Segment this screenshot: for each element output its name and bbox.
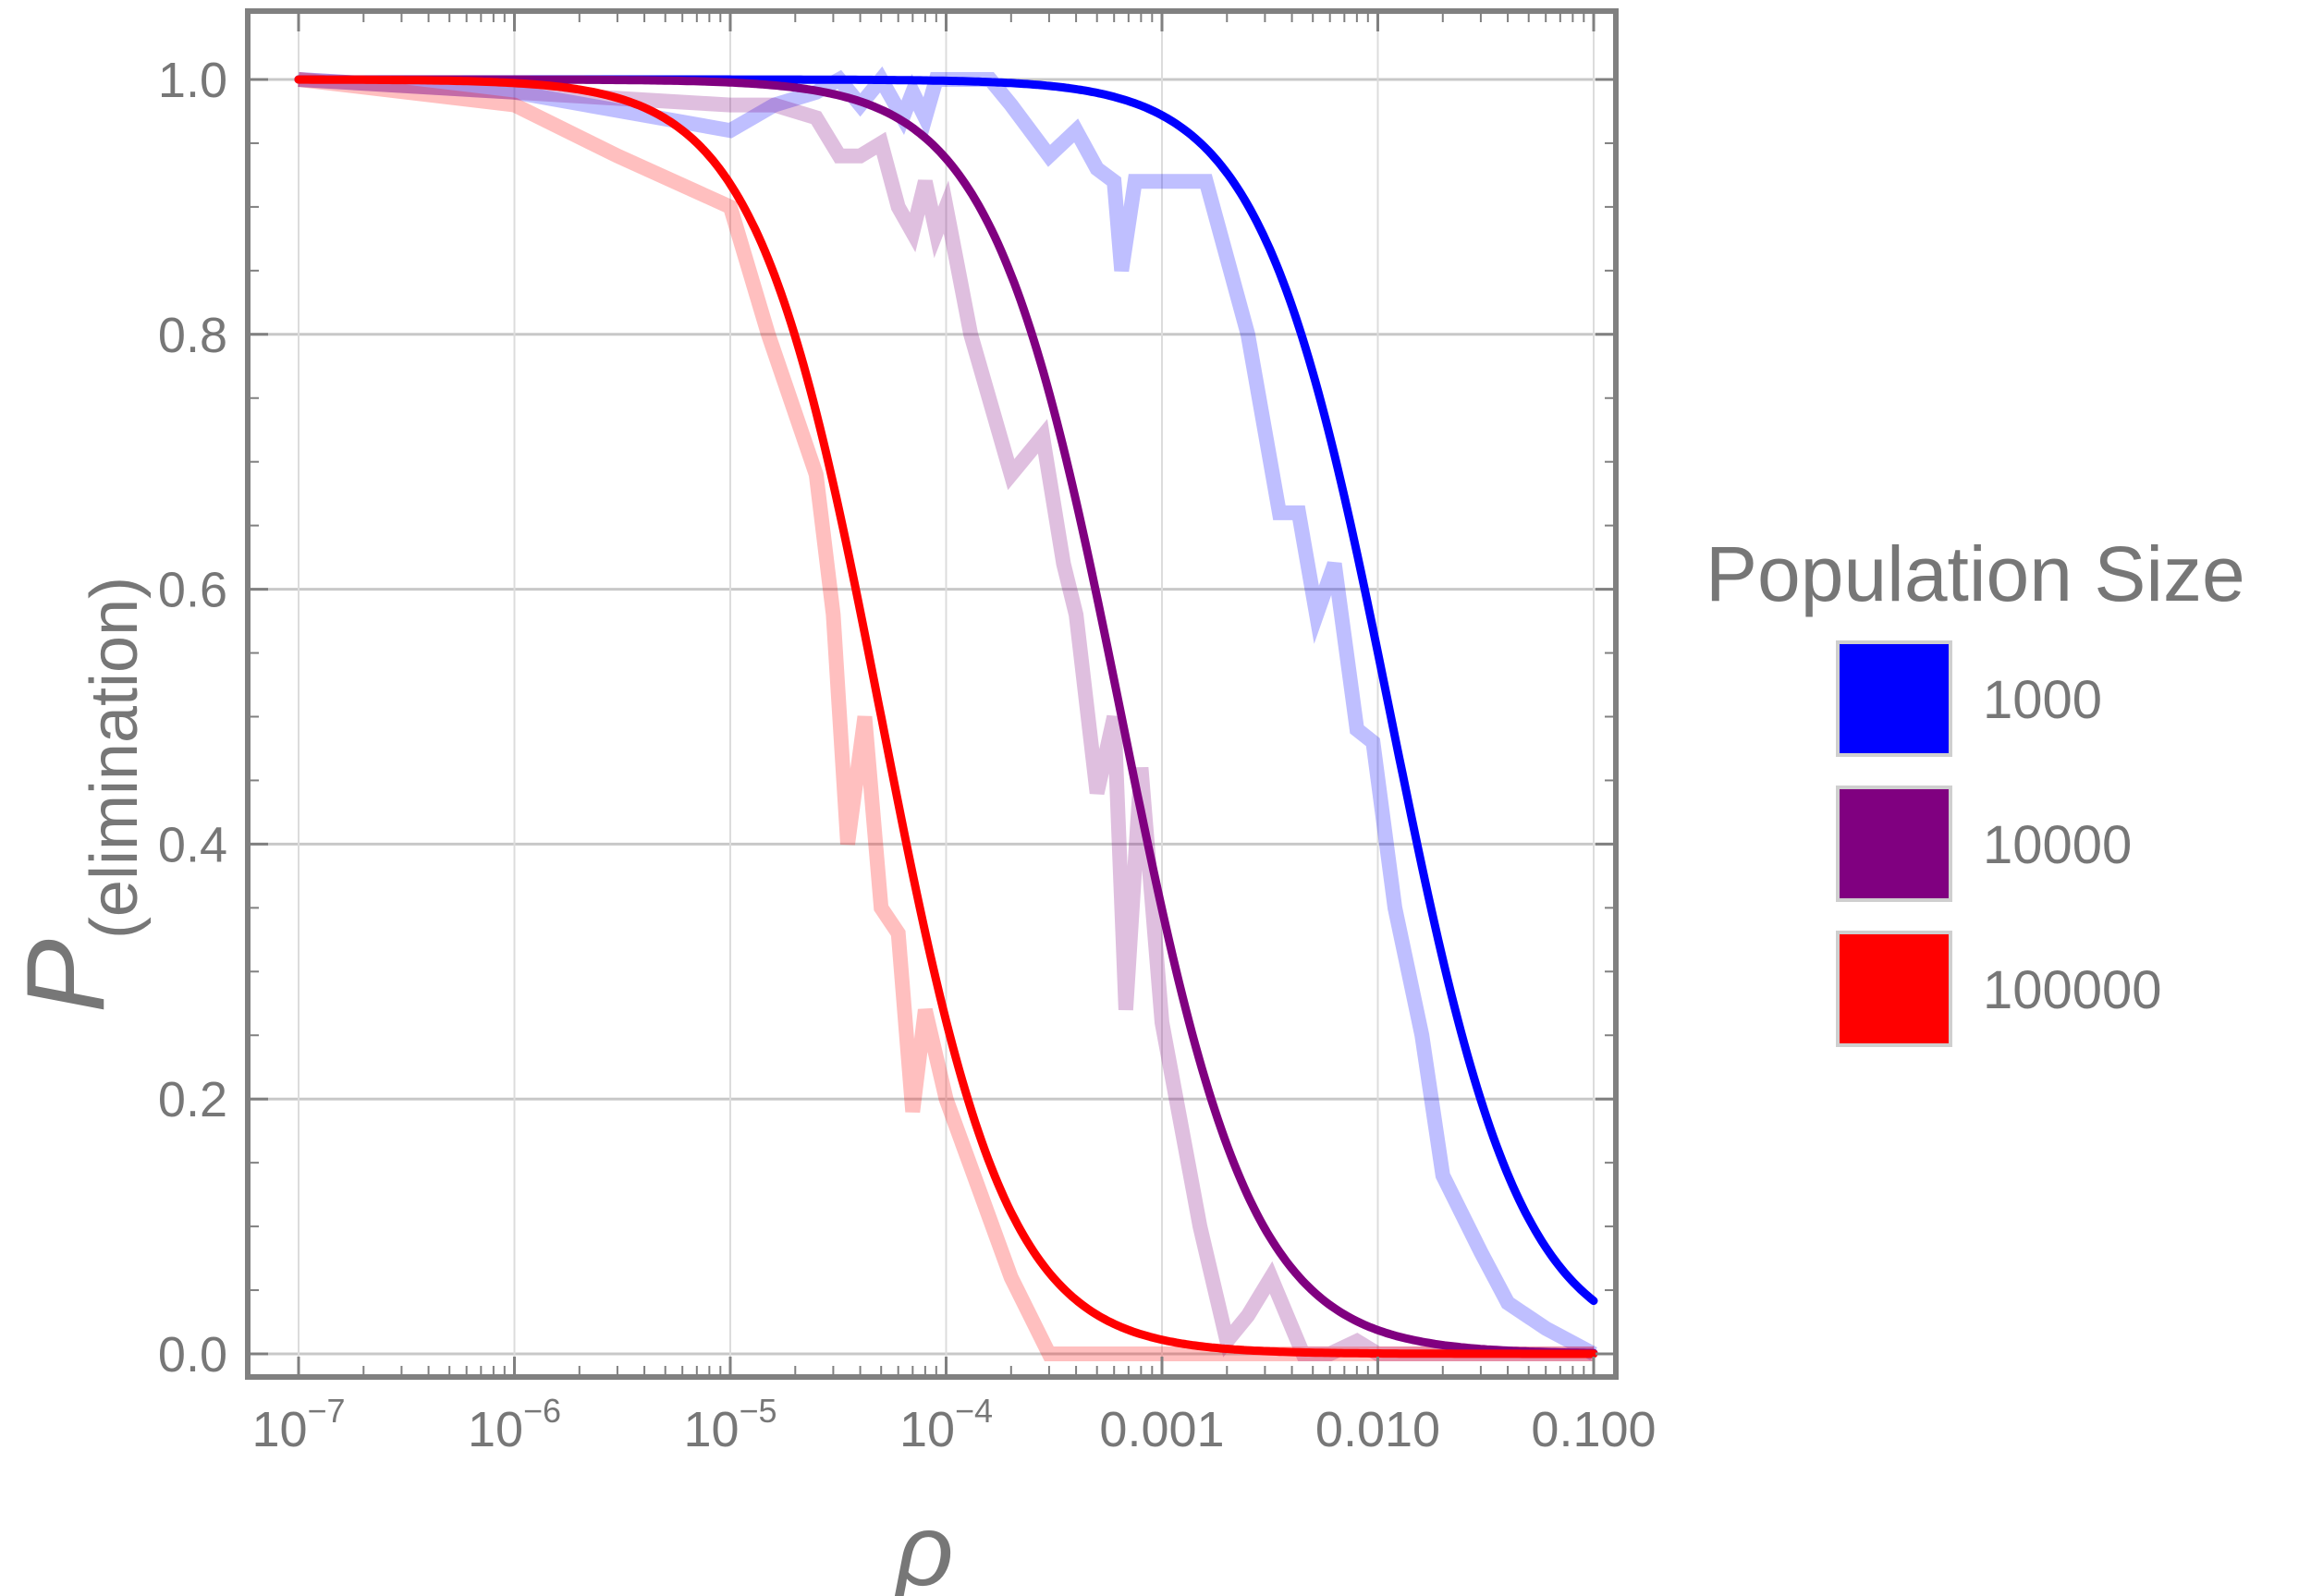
axis-tick-marks — [248, 11, 1616, 1377]
simulated-line-100000 — [298, 72, 1594, 1361]
x-tick-label-exponent: −6 — [523, 1392, 561, 1430]
plot-frame — [245, 8, 1619, 1380]
y-axis-title-subscript: (elimination) — [78, 577, 152, 939]
fitted-curves — [294, 75, 1598, 1358]
fitted-curve-100000 — [294, 75, 1598, 1358]
y-axis-tick-labels: 0.0 0.2 0.4 0.6 0.8 1.0 — [158, 53, 227, 1383]
y-tick-label: 1.0 — [158, 53, 227, 108]
legend-label-1000: 1000 — [1983, 670, 2102, 730]
y-tick-label: 0.8 — [158, 308, 227, 363]
x-tick-label: 0.100 — [1531, 1402, 1656, 1457]
simulated-line-10000 — [298, 72, 1594, 1361]
x-tick-label-exponent: −7 — [308, 1392, 346, 1430]
x-tick-label-base: 10 — [899, 1402, 955, 1457]
x-tick-label-base: 10 — [468, 1402, 523, 1457]
legend-label-100000: 100000 — [1983, 960, 2162, 1020]
x-tick-label: 0.001 — [1099, 1402, 1224, 1457]
legend-swatch-1000 — [1836, 640, 1952, 757]
x-axis-title: ρ — [892, 1493, 953, 1596]
x-axis-tick-labels: 10−7 10−6 10−5 10−4 0.001 0.010 0.100 — [251, 1392, 1656, 1457]
y-tick-label: 0.0 — [158, 1327, 227, 1383]
x-tick-label: 10−5 — [683, 1392, 776, 1457]
y-tick-label: 0.2 — [158, 1072, 227, 1127]
x-tick-label: 10−7 — [251, 1392, 345, 1457]
x-tick-label: 10−6 — [468, 1392, 561, 1457]
y-tick-label: 0.4 — [158, 817, 227, 872]
legend-title: Population Size — [1706, 530, 2245, 617]
y-axis-title: P(elimination) — [4, 577, 152, 1013]
x-tick-label-exponent: −4 — [955, 1392, 993, 1430]
legend-swatch-10000 — [1836, 786, 1952, 902]
x-tick-label-base: 10 — [683, 1402, 739, 1457]
legend-label-10000: 10000 — [1983, 815, 2132, 875]
y-axis-title-main: P — [4, 939, 128, 1013]
x-tick-label-exponent: −5 — [740, 1392, 777, 1430]
legend-items: 1000 10000 100000 — [1836, 640, 2162, 1047]
legend: Population Size 1000 10000 100000 — [1706, 530, 2245, 1047]
legend-swatch-100000 — [1836, 931, 1952, 1047]
x-tick-label-base: 10 — [251, 1402, 307, 1457]
x-tick-label: 0.010 — [1315, 1402, 1440, 1457]
y-tick-label: 0.6 — [158, 563, 227, 618]
x-tick-label: 10−4 — [899, 1392, 993, 1457]
